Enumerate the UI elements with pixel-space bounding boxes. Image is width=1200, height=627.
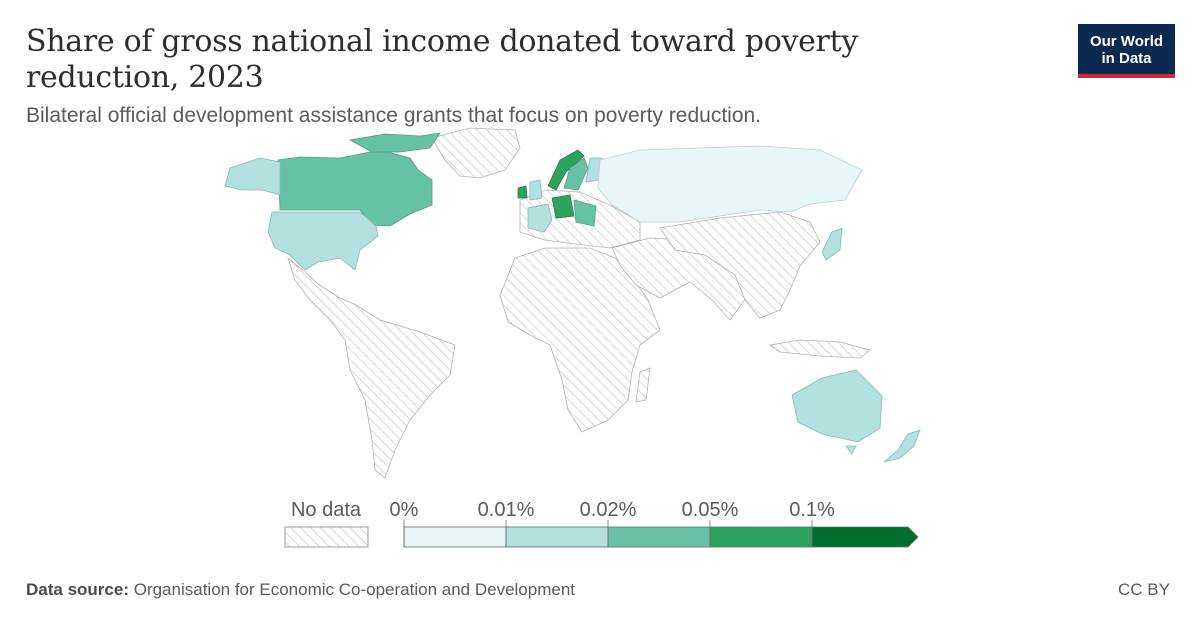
chart-title: Share of gross national income donated t… xyxy=(26,24,858,95)
region-russia[interactable] xyxy=(597,145,863,223)
region-australia[interactable] xyxy=(791,369,883,443)
legend-label-4: 0.1% xyxy=(789,499,835,521)
legend: No data 0% 0.01% 0.02% 0.05% 0.1% xyxy=(284,499,919,548)
legend-no-data-swatch[interactable] xyxy=(284,526,369,548)
legend-label-3: 0.05% xyxy=(682,499,739,521)
region-france[interactable] xyxy=(527,203,553,233)
legend-label-2: 0.02% xyxy=(580,499,637,521)
legend-swatch-2[interactable] xyxy=(607,526,711,548)
legend-bins: 0% 0.01% 0.02% 0.05% 0.1% xyxy=(390,499,919,548)
region-ireland[interactable] xyxy=(517,185,528,199)
logo-line-2: in Data xyxy=(1101,50,1152,67)
region-finland[interactable] xyxy=(585,157,603,183)
region-sweden[interactable] xyxy=(563,157,589,191)
region-east-asia[interactable] xyxy=(659,211,821,319)
region-united-states[interactable] xyxy=(267,211,379,271)
legend-swatch-4[interactable] xyxy=(811,526,919,548)
logo-line-1: Our World xyxy=(1089,33,1164,50)
region-new-zealand[interactable] xyxy=(883,429,921,463)
region-canada-arctic[interactable] xyxy=(348,132,441,153)
region-africa[interactable] xyxy=(499,247,661,433)
region-tasmania[interactable] xyxy=(845,445,857,455)
region-norway[interactable] xyxy=(547,149,585,191)
chart-subtitle: Bilateral official development assistanc… xyxy=(26,104,762,127)
region-central-europe[interactable] xyxy=(573,199,597,227)
legend-label-0: 0% xyxy=(390,499,419,521)
legend-swatch-3[interactable] xyxy=(709,526,813,548)
region-united-kingdom[interactable] xyxy=(529,179,543,201)
region-germany[interactable] xyxy=(551,194,575,219)
data-source-text[interactable]: Organisation for Economic Co-operation a… xyxy=(133,580,576,599)
data-source-label: Data source: xyxy=(26,580,129,599)
legend-swatch-0[interactable] xyxy=(403,526,507,548)
region-greenland[interactable] xyxy=(431,127,521,179)
region-latin-america[interactable] xyxy=(287,256,456,479)
legend-swatch-1[interactable] xyxy=(505,526,609,548)
legend-no-data-label: No data xyxy=(291,499,362,521)
region-indonesia[interactable] xyxy=(768,339,871,359)
region-madagascar[interactable] xyxy=(635,367,651,403)
legend-label-1: 0.01% xyxy=(478,499,535,521)
region-canada[interactable] xyxy=(277,149,433,227)
region-japan[interactable] xyxy=(821,227,843,261)
data-source: Data source: Organisation for Economic C… xyxy=(26,580,575,600)
license-label[interactable]: CC BY xyxy=(1118,580,1170,599)
region-alaska[interactable] xyxy=(224,157,281,196)
owid-logo[interactable]: Our World in Data xyxy=(1078,24,1175,78)
